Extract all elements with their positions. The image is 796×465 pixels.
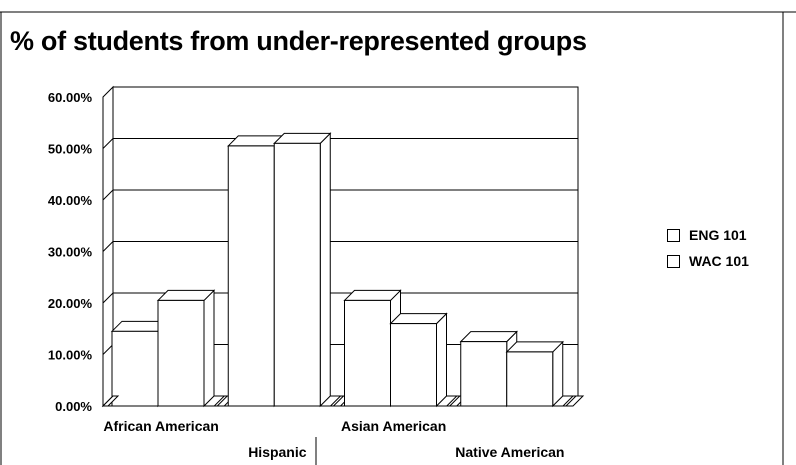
y-tick-label: 20.00% [48,296,93,311]
gridline-side-4 [102,189,114,201]
bar-wac-101-native-american [506,351,554,407]
bar-wac-101-african-american-top [156,289,216,301]
bar-wac-101-asian-american-side [436,312,447,408]
y-tick-label: 30.00% [48,245,93,260]
bar-eng-101-native-american [460,341,508,407]
y-tick-label: 0.00% [55,399,92,414]
y-tick-label: 50.00% [48,142,93,157]
floor-marker-hatch [449,395,461,407]
y-tick-label: 10.00% [48,348,93,363]
x-tick-label-asian-american: Asian American [341,418,446,434]
bar-wac-101-asian-american [390,323,437,407]
floor-marker-hatch [565,395,577,407]
legend-item-wac-101: WAC 101 [667,253,749,269]
floor-marker-hatch [333,395,344,407]
y-tick-label: 40.00% [48,193,93,208]
floor-marker [101,395,120,407]
bar-wac-101-hispanic [273,142,321,407]
bar-wac-101-asian-american-top [389,313,448,325]
legend-label-wac-101: WAC 101 [689,253,749,269]
bar-wac-101-native-american-top [505,341,564,353]
bar-wac-101-native-american-side [552,340,564,408]
bar-wac-101-african-american [157,299,205,407]
bar-eng-101-asian-american-top [343,289,402,301]
y-tick-label: 60.00% [48,90,93,105]
bar-wac-101-hispanic-top [273,132,332,144]
bar-eng-101-hispanic [227,145,275,407]
floor-marker-hatch [216,395,228,407]
x-tick-label-african-american: African American [103,418,218,434]
gridline-side-1 [102,344,114,355]
gridline-side-5 [102,138,114,149]
legend-swatch-wac-101 [667,254,680,268]
legend-item-eng-101: ENG 101 [667,227,747,243]
bar-wac-101-african-american-side [203,289,215,408]
gridline-side-3 [102,241,114,252]
legend-swatch-eng-101 [667,228,680,242]
bar-eng-101-asian-american [344,299,391,407]
bar-wac-101-hispanic-side [319,132,331,408]
gridline-side-2 [102,292,114,304]
x-tick-label-hispanic: Hispanic [248,444,307,460]
x-tick-label-native-american: Native American [455,444,564,460]
legend-label-eng-101: ENG 101 [689,227,747,243]
bar-eng-101-native-american-top [459,331,518,343]
bar-eng-101-african-american [111,330,159,407]
chart-title: % of students from under-represented gro… [10,26,587,56]
